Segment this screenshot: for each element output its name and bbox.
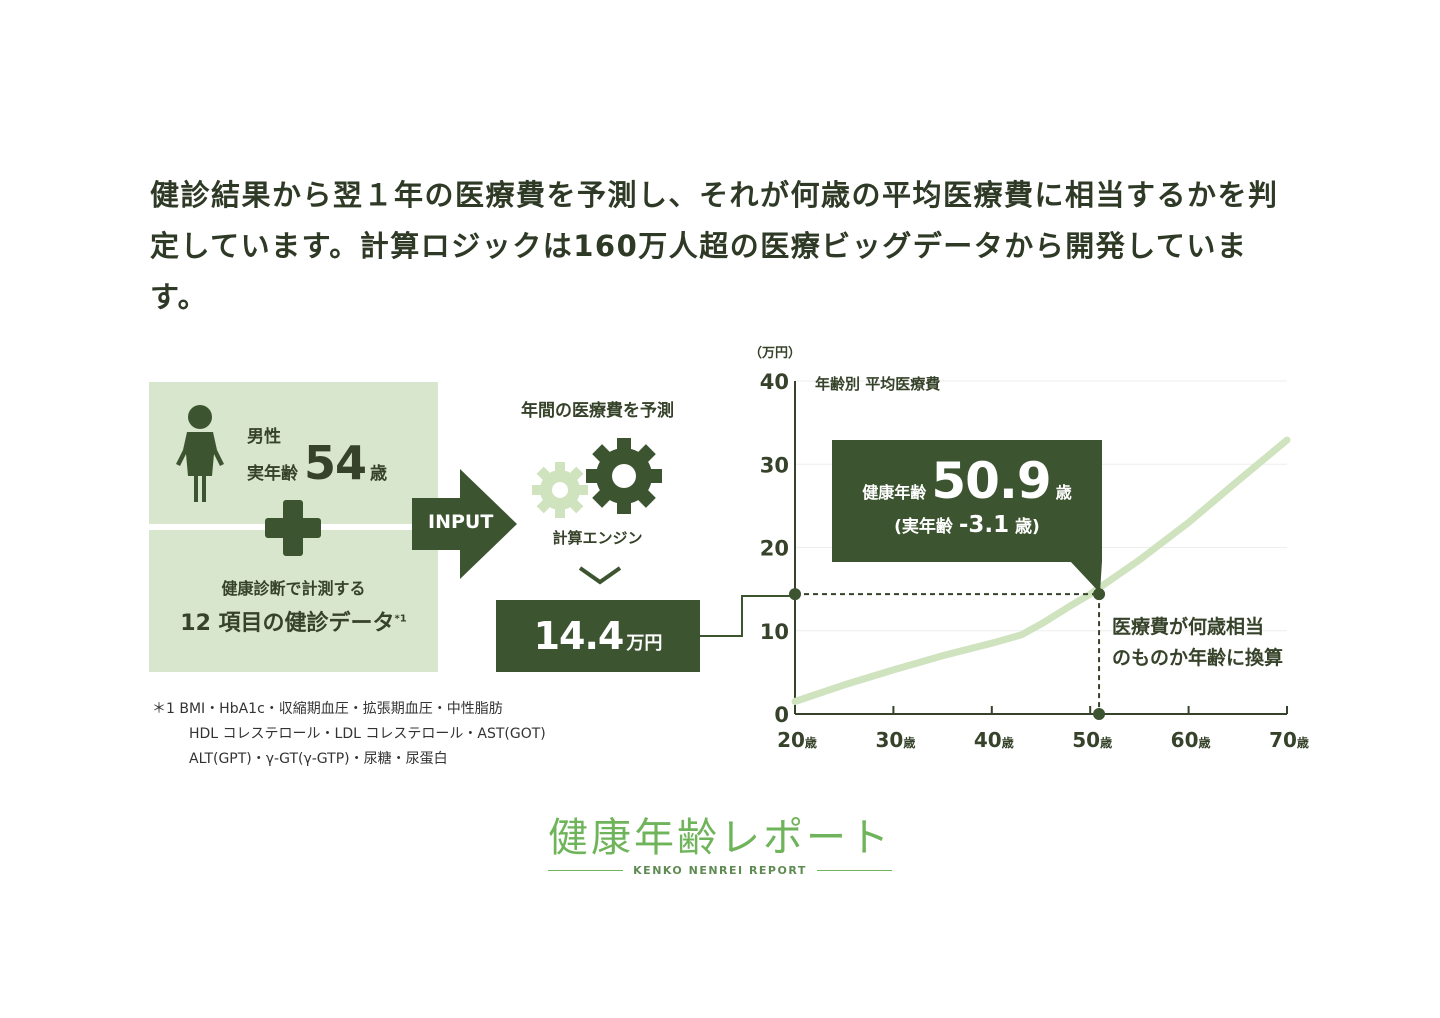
report-logo-subtitle: KENKO NENREI REPORT — [520, 864, 920, 877]
input-arrow-icon — [412, 469, 517, 579]
engine-label: 計算エンジン — [552, 529, 643, 547]
checkup-label: 健康診断で計測する — [221, 579, 366, 598]
callout-pointer — [1070, 561, 1102, 593]
footnote-mark: *1 — [394, 613, 407, 625]
plus-icon-bar — [265, 518, 321, 538]
data-label-text: 12 項目の健診データ — [180, 611, 395, 636]
x-tick-label-50: 50歳 — [1072, 728, 1112, 752]
predicted-cost-unit: 万円 — [626, 633, 663, 654]
convert-line-2: のものか年齢に換算 — [1112, 647, 1284, 669]
intro-text: 健診結果から翌１年の医療費を予測し、それが何歳の平均医療費に相当するかを判定して… — [150, 178, 1279, 314]
gender-label: 男性 — [247, 427, 281, 447]
y-tick-label-20: 20 — [760, 537, 789, 561]
x-tick-label-30: 30歳 — [875, 728, 915, 752]
footnote: ＊1 BMI・HbA1c・収縮期血圧・拡張期血圧・中性脂肪 HDL コレステロー… — [152, 697, 546, 772]
y-tick-label-30: 30 — [760, 453, 789, 477]
chevron-down-icon — [578, 566, 622, 585]
y-axis-unit: （万円） — [749, 345, 801, 361]
engine-title: 年間の医療費を予測 — [521, 401, 674, 421]
checkup-data-label: 12 項目の健診データ*1 — [149, 605, 438, 637]
person-icon — [176, 405, 224, 502]
y-tick-label-40: 40 — [760, 370, 789, 394]
connector-line — [700, 595, 795, 637]
x-tick-label-40: 40歳 — [974, 728, 1014, 752]
highlight-point-x — [1093, 708, 1106, 720]
age-label: 実年齢 — [247, 464, 298, 484]
logo-rule-left — [548, 870, 624, 871]
x-tick-label-60: 60歳 — [1171, 728, 1211, 752]
y-tick-label-0: 0 — [774, 703, 789, 727]
health-age-unit: 歳 — [1055, 483, 1072, 502]
age-difference: (実年齢 -3.1 歳) — [894, 512, 1040, 538]
x-tick-label-70: 70歳 — [1269, 728, 1309, 752]
highlight-point — [1093, 588, 1106, 601]
footnote-line-3: ALT(GPT)・γ-GT(γ-GTP)・尿糖・尿蛋白 — [189, 751, 448, 767]
highlight-point-y — [789, 588, 801, 601]
predicted-cost-box: 14.4 万円 — [496, 600, 700, 672]
convert-line-1: 医療費が何歳相当 — [1112, 616, 1265, 638]
footnote-line-2: HDL コレステロール・LDL コレステロール・AST(GOT) — [189, 726, 546, 742]
health-age-callout: 健康年齢 50.9 歳 (実年齢 -3.1 歳) — [832, 440, 1102, 562]
x-tick-label-20: 20歳 — [777, 728, 817, 752]
actual-age: 実年齢 54 歳 — [247, 436, 387, 490]
input-arrow-label: INPUT — [428, 511, 494, 533]
logo-rule-right — [816, 870, 892, 871]
age-value: 54 — [304, 436, 367, 490]
footnote-line-1: ＊1 BMI・HbA1c・収縮期血圧・拡張期血圧・中性脂肪 — [152, 701, 503, 717]
y-tick-label-10: 10 — [760, 620, 789, 644]
report-logo: 健康年齢レポート — [548, 815, 892, 861]
health-age-value: 50.9 — [931, 452, 1051, 510]
gears-icon — [532, 438, 662, 518]
age-unit: 歳 — [370, 464, 388, 484]
convert-note: 医療費が何歳相当 のものか年齢に換算 — [1112, 612, 1283, 674]
series-line — [791, 436, 1291, 705]
chart-title: 年齢別 平均医療費 — [815, 375, 940, 393]
predicted-cost-value: 14.4 — [533, 614, 625, 658]
age-difference-value: -3.1 — [958, 512, 1010, 538]
health-age-label: 健康年齢 — [862, 483, 927, 502]
